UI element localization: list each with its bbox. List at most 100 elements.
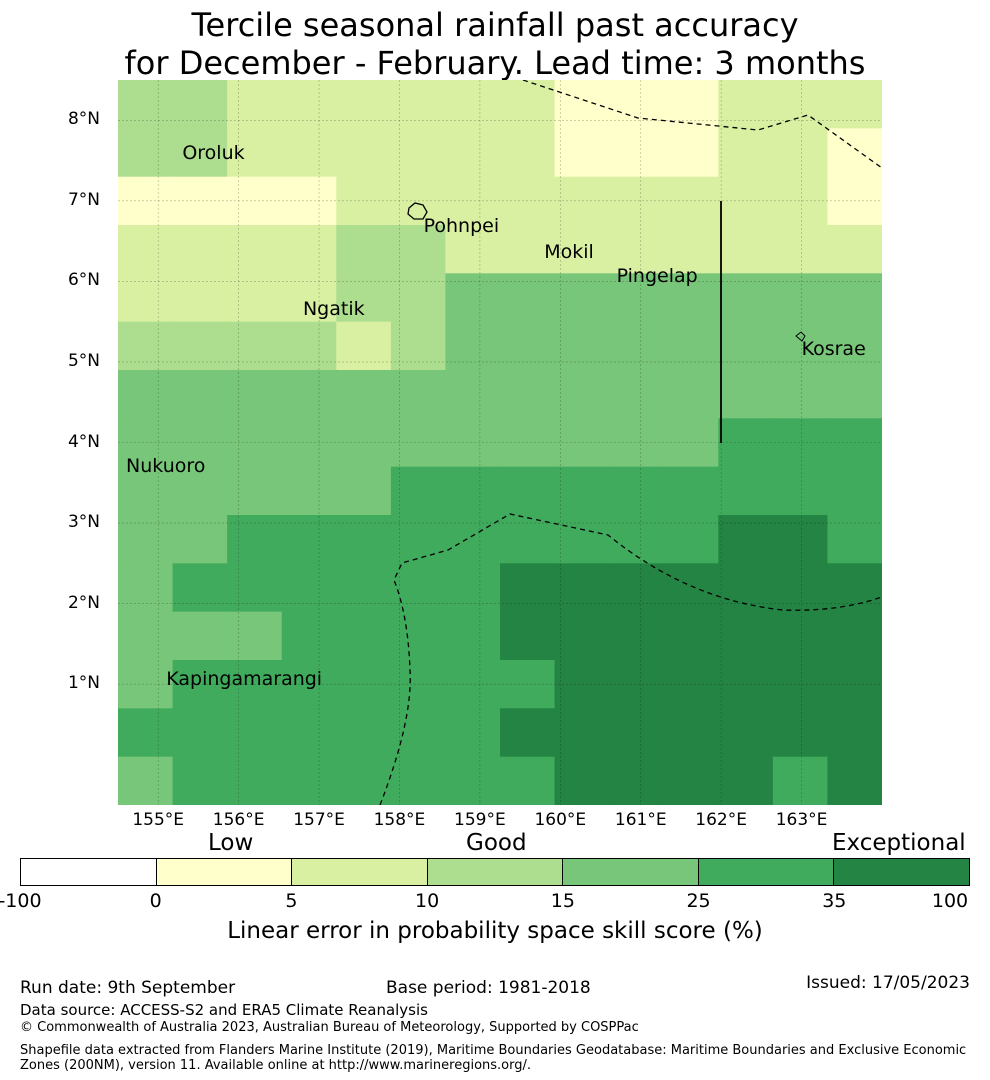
grid-cell (718, 708, 774, 758)
category-low-label: Low (208, 830, 254, 856)
grid-cell (554, 176, 610, 226)
grid-cell (390, 563, 447, 613)
grid-cell (227, 660, 283, 709)
longitude-label: 155°E (132, 810, 185, 830)
grid-cell (718, 466, 774, 516)
grid-cell (609, 563, 665, 613)
grid-cell (718, 563, 774, 613)
grid-cell (718, 80, 774, 129)
grid-cell (554, 515, 610, 564)
grid-cell (500, 563, 556, 613)
grid-cell (718, 756, 774, 805)
grid-cell (500, 611, 556, 661)
grid-cell (663, 225, 719, 274)
grid-cell (227, 418, 283, 468)
grid-cell (281, 370, 337, 419)
grid-cell (390, 80, 447, 129)
grid-cell (772, 418, 829, 468)
grid-cell (172, 128, 228, 178)
grid-cell (827, 80, 882, 129)
grid-cell (827, 418, 882, 468)
grid-cell (390, 660, 447, 709)
grid-cell (663, 756, 719, 805)
grid-cell (445, 708, 501, 758)
grid-cell (445, 611, 501, 661)
grid-cell (118, 225, 174, 274)
grid-cell (772, 756, 829, 805)
grid-cell (118, 708, 174, 758)
grid-cell (663, 273, 719, 323)
grid-cell (500, 466, 556, 516)
place-label: Pingelap (616, 265, 698, 288)
grid-cell (336, 418, 392, 468)
grid-cell (445, 321, 501, 371)
grid-cell (445, 80, 501, 129)
grid-cell (390, 515, 447, 564)
grid-cell (390, 708, 447, 758)
grid-cell (118, 273, 174, 323)
grid-cell (718, 176, 774, 226)
grid-cell (336, 708, 392, 758)
grid-cell (663, 611, 719, 661)
grid-cell (281, 563, 337, 613)
grid-cell (554, 466, 610, 516)
grid-cell (227, 563, 283, 613)
grid-cell (445, 466, 501, 516)
grid-cell (718, 128, 774, 178)
latitude-label: 2°N (67, 592, 100, 613)
grid-cell (336, 660, 392, 709)
grid-cell (827, 225, 882, 274)
run-date: Run date: 9th September (20, 978, 236, 998)
grid-cell (500, 515, 556, 564)
eez-boundary-north (522, 80, 882, 169)
grid-cell (718, 225, 774, 274)
grid-cell (172, 466, 228, 516)
grid-cell (118, 321, 174, 371)
grid-cell (336, 80, 392, 129)
grid-cell (227, 225, 283, 274)
grid-cell (663, 321, 719, 371)
grid-cell (827, 708, 882, 758)
grid-cell (445, 515, 501, 564)
grid-cell (390, 273, 447, 323)
grid-cell (445, 563, 501, 613)
grid-cell (172, 176, 228, 226)
latitude-label: 7°N (67, 189, 100, 210)
place-label: Mokil (544, 241, 594, 264)
colorbar-segment (698, 859, 835, 885)
grid-cell (172, 515, 228, 564)
grid-cell (336, 225, 392, 274)
grid-cell (609, 128, 665, 178)
grid-cell (554, 756, 610, 805)
grid-cell (281, 611, 337, 661)
colorbar-segment (21, 859, 157, 885)
grid-cell (336, 321, 392, 371)
category-exceptional-label: Exceptional (832, 830, 966, 856)
grid-cell (554, 708, 610, 758)
colorbar-tick-label: 35 (822, 890, 847, 912)
longitude-label: 157°E (293, 810, 345, 830)
grid-cell (281, 176, 337, 226)
data-source: Data source: ACCESS-S2 and ERA5 Climate … (20, 1001, 428, 1019)
latitude-label: 6°N (67, 270, 100, 291)
longitude-label: 163°E (775, 810, 828, 830)
grid-cell (663, 563, 719, 613)
grid-cell (227, 466, 283, 516)
colorbar-tick-label: 100 (931, 890, 969, 912)
longitude-label: 162°E (695, 810, 747, 830)
longitude-label: 158°E (373, 810, 426, 830)
grid-cell (827, 128, 882, 178)
grid-cell (336, 611, 392, 661)
colorbar-segment (563, 859, 699, 885)
grid-cell (772, 660, 829, 709)
grid-cell (609, 273, 665, 323)
grid-cell (445, 660, 501, 709)
grid-cell (390, 370, 447, 419)
grid-cell (336, 370, 392, 419)
colorbar-segment (156, 859, 293, 885)
latitude-label: 1°N (67, 673, 100, 694)
grid-cell (554, 563, 610, 613)
base-period: Base period: 1981-2018 (386, 978, 591, 998)
grid-cell (227, 273, 283, 323)
grid-cell (390, 418, 447, 468)
